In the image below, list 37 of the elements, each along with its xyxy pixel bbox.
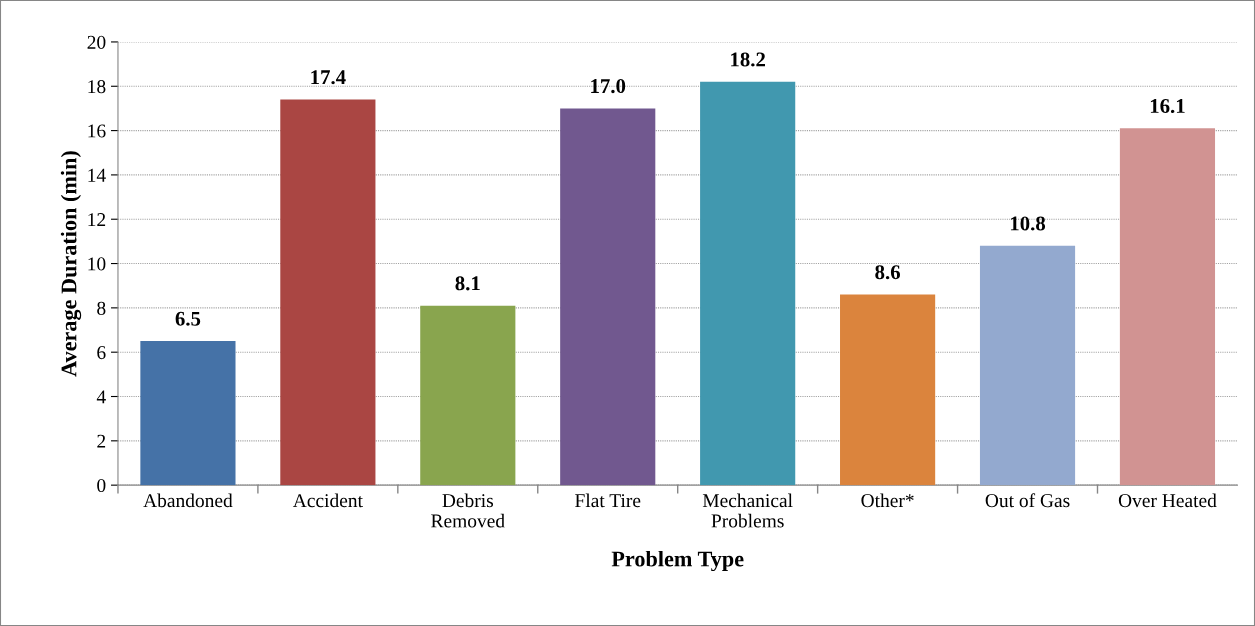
y-tick-label: 8 [97,301,106,315]
y-tick-label: 12 [88,213,106,226]
x-tick-label: Other* [861,493,914,508]
x-tick-label: Accident [292,493,363,508]
x-tick-label: Debris Removed [431,493,505,528]
data-label: 18.2 [731,52,765,67]
data-label: 6.5 [175,311,201,326]
bar [560,108,656,486]
bar [1119,128,1216,486]
x-axis-title: Problem Type [611,550,744,572]
y-tick-label: 18 [88,80,106,94]
y-tick-label: 2 [97,434,106,448]
data-label: 17.0 [591,79,626,94]
y-tick-label: 0 [97,478,106,493]
data-label: 16.1 [1150,99,1185,114]
data-label: 8.6 [875,265,901,280]
bar [140,341,236,486]
data-label: 17.4 [311,70,346,85]
x-tick-label: Over Heated [1118,493,1217,508]
bar [420,305,516,486]
x-tick-label: Abandoned [143,493,233,508]
bar [979,245,1076,486]
x-tick-label: Out of Gas [985,493,1070,508]
y-axis-title: Average Duration (min) [60,151,82,377]
x-tick-label: Flat Tire [575,493,641,508]
bar [280,99,376,486]
bar [840,294,936,486]
data-label: 8.1 [455,276,480,291]
y-tick-label: 20 [87,35,106,49]
bar [700,81,796,486]
y-tick-label: 14 [88,168,106,182]
y-tick-label: 10 [88,257,106,271]
y-tick-label: 6 [97,346,106,360]
y-tick-label: 4 [96,390,106,404]
x-tick-label: Mechanical Problems [702,493,793,528]
data-label: 10.8 [1010,216,1046,231]
y-tick-label: 16 [88,124,106,138]
